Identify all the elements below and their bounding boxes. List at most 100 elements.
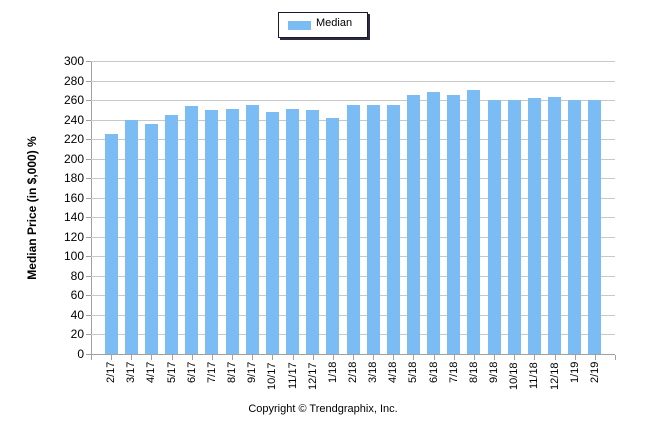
y-tick-label: 100 — [63, 249, 84, 264]
y-tick — [86, 334, 91, 336]
x-tick — [252, 355, 254, 360]
bar-10-17 — [265, 111, 279, 354]
x-tick-label: 1/18 — [326, 361, 339, 383]
bar-9-18 — [487, 100, 501, 354]
gridline — [91, 80, 615, 82]
y-tick-label: 180 — [63, 171, 84, 186]
x-tick-label: 4/18 — [387, 361, 400, 383]
x-tick — [131, 355, 133, 360]
x-tick-label: 5/18 — [407, 361, 420, 383]
y-tick-label: 160 — [63, 190, 84, 205]
x-tick-label: 11/17 — [286, 362, 299, 389]
x-tick — [393, 355, 395, 360]
y-tick — [86, 217, 91, 219]
x-tick-label: 3/17 — [125, 361, 138, 383]
x-tick — [534, 355, 536, 360]
bar-5-17 — [165, 114, 179, 354]
y-tick — [86, 354, 91, 355]
bar-4-17 — [144, 124, 158, 354]
y-tick-label: 280 — [63, 73, 84, 88]
bar-11-17 — [286, 108, 300, 354]
x-tick — [554, 355, 556, 360]
y-tick-label: 140 — [63, 210, 84, 225]
y-tick — [86, 314, 91, 316]
y-tick — [86, 256, 91, 258]
x-tick — [594, 355, 596, 360]
bar-8-17 — [225, 108, 239, 354]
x-tick — [574, 355, 576, 360]
x-tick-label: 12/18 — [548, 362, 561, 390]
x-tick — [373, 355, 375, 360]
x-tick — [191, 355, 193, 360]
y-tick — [86, 275, 91, 277]
x-tick — [292, 355, 294, 360]
x-axis-line — [91, 354, 615, 355]
y-tick — [86, 139, 91, 141]
x-tick-label: 8/18 — [467, 361, 480, 383]
bar-1-19 — [568, 100, 582, 354]
x-tick-label: 9/18 — [488, 361, 501, 383]
legend-label-median: Median — [316, 17, 353, 29]
x-tick-label: 10/17 — [266, 362, 279, 390]
x-tick — [332, 355, 334, 360]
x-tick-label: 12/17 — [306, 362, 319, 390]
bar-7-18 — [447, 95, 461, 354]
copyright-footer: Copyright © Trendgraphix, Inc. — [248, 403, 398, 415]
x-tick-label: 10/18 — [508, 362, 521, 390]
y-tick-label: 20 — [70, 327, 84, 342]
y-tick-label: 120 — [63, 229, 84, 244]
bar-8-18 — [467, 90, 481, 354]
bar-4-18 — [386, 104, 400, 354]
x-tick — [312, 355, 314, 360]
x-tick-label: 6/17 — [185, 361, 198, 383]
bar-3-17 — [124, 119, 138, 354]
y-tick — [86, 61, 91, 62]
bar-2-18 — [346, 104, 360, 354]
x-tick-label: 11/18 — [528, 362, 541, 389]
x-tick-label: 6/18 — [427, 361, 440, 383]
x-tick-label: 2/18 — [347, 361, 359, 383]
x-tick — [514, 355, 516, 360]
gridline — [91, 61, 615, 62]
legend-swatch-median — [288, 21, 311, 30]
y-tick — [86, 236, 91, 238]
x-tick-label: 2/17 — [105, 361, 118, 383]
x-tick — [473, 355, 475, 360]
bar-11-18 — [527, 98, 541, 354]
y-tick-label: 0 — [77, 347, 84, 361]
bar-2-17 — [104, 134, 118, 354]
y-axis-line — [91, 61, 92, 354]
x-tick — [413, 355, 415, 360]
x-tick — [111, 355, 113, 360]
x-tick-label: 1/19 — [568, 361, 581, 383]
x-tick-label: 2/19 — [588, 361, 601, 383]
bar-1-18 — [326, 117, 340, 354]
y-tick-label: 80 — [70, 268, 84, 283]
x-tick — [272, 355, 274, 360]
y-tick-label: 260 — [63, 93, 84, 108]
y-axis-title: Median Price (in $,000) % — [25, 136, 39, 280]
x-tick-label: 8/17 — [226, 361, 239, 383]
y-tick-label: 40 — [70, 307, 84, 322]
x-tick-label: 7/17 — [205, 361, 218, 383]
x-tick-label: 5/17 — [165, 361, 178, 383]
x-tick-label: 9/17 — [246, 361, 259, 383]
x-tick — [91, 355, 92, 360]
y-tick-label: 200 — [63, 151, 84, 166]
bar-10-18 — [507, 100, 521, 354]
y-tick — [86, 158, 91, 160]
y-tick — [86, 80, 91, 82]
x-tick — [615, 355, 616, 360]
legend: Median — [278, 12, 368, 38]
x-tick-label: 4/17 — [145, 361, 158, 383]
bar-6-17 — [185, 105, 199, 354]
y-tick — [86, 100, 91, 102]
y-tick — [86, 178, 91, 180]
x-tick — [353, 355, 354, 360]
bar-6-18 — [427, 92, 441, 354]
y-tick-label: 220 — [63, 132, 84, 147]
x-tick-label: 7/18 — [447, 361, 460, 383]
x-tick — [453, 355, 455, 360]
bar-5-18 — [406, 95, 420, 354]
bar-9-17 — [245, 104, 259, 354]
